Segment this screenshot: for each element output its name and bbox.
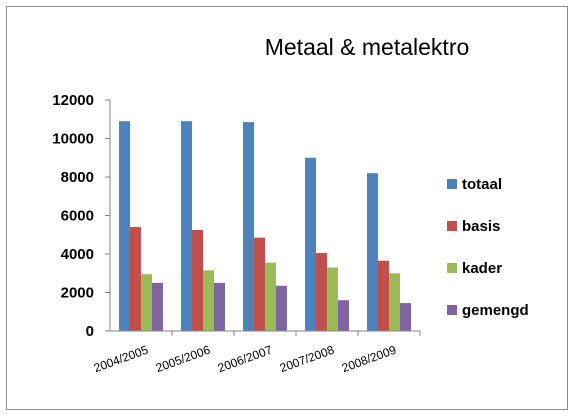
x-axis-labels: 2004/2005 2005/2006 2006/2007 2007/2008 2008… (92, 343, 398, 376)
bars (119, 121, 421, 336)
y-tick-label: 2000 (61, 285, 94, 302)
legend-label-basis: basis (462, 218, 500, 235)
bar-basis-2 (254, 237, 265, 331)
legend: totaal basis kader gemengd (447, 176, 529, 319)
legend-label-gemengd: gemengd (462, 302, 529, 319)
y-tick-label: 12000 (52, 92, 94, 109)
bar-kader-2 (265, 262, 276, 331)
y-tick-label: 6000 (61, 208, 94, 225)
bar-basis-3 (316, 253, 327, 331)
bar-gemengd-0 (152, 282, 163, 331)
y-tick-label: 10000 (52, 131, 94, 148)
bar-gemengd-3 (338, 300, 349, 331)
legend-swatch-gemengd (447, 305, 457, 315)
bar-totaal-4 (367, 173, 378, 331)
y-tick-label: 0 (86, 323, 94, 340)
legend-swatch-totaal (447, 179, 457, 189)
bar-totaal-1 (181, 121, 192, 331)
bar-totaal-0 (119, 121, 130, 331)
bar-gemengd-4 (400, 303, 411, 331)
bar-basis-0 (130, 227, 141, 331)
chart-frame (6, 6, 568, 410)
bar-basis-1 (192, 229, 203, 331)
x-category-label: 2004/2005 (92, 343, 150, 376)
legend-swatch-kader (447, 263, 457, 273)
bar-kader-0 (141, 274, 152, 331)
legend-label-kader: kader (462, 260, 502, 277)
bar-kader-3 (327, 267, 338, 331)
legend-label-totaal: totaal (462, 176, 502, 193)
x-category-label: 2005/2006 (154, 343, 212, 376)
x-category-label: 2006/2007 (216, 343, 274, 376)
bar-kader-1 (203, 270, 214, 331)
y-tick-label: 4000 (61, 246, 94, 263)
legend-swatch-basis (447, 221, 457, 231)
bar-gemengd-2 (276, 285, 287, 331)
bar-gemengd-1 (214, 282, 225, 331)
y-tick-label: 8000 (61, 169, 94, 186)
bar-totaal-3 (305, 157, 316, 331)
bar-basis-4 (378, 260, 389, 331)
y-axis-ticks: 0 2000 4000 6000 8000 10000 12000 (52, 92, 110, 340)
chart-title: Metaal & metalektro (265, 34, 470, 60)
x-category-label: 2008/2009 (340, 343, 398, 376)
bar-kader-4 (389, 273, 400, 331)
bar-totaal-2 (243, 122, 254, 331)
x-category-label: 2007/2008 (278, 343, 336, 376)
